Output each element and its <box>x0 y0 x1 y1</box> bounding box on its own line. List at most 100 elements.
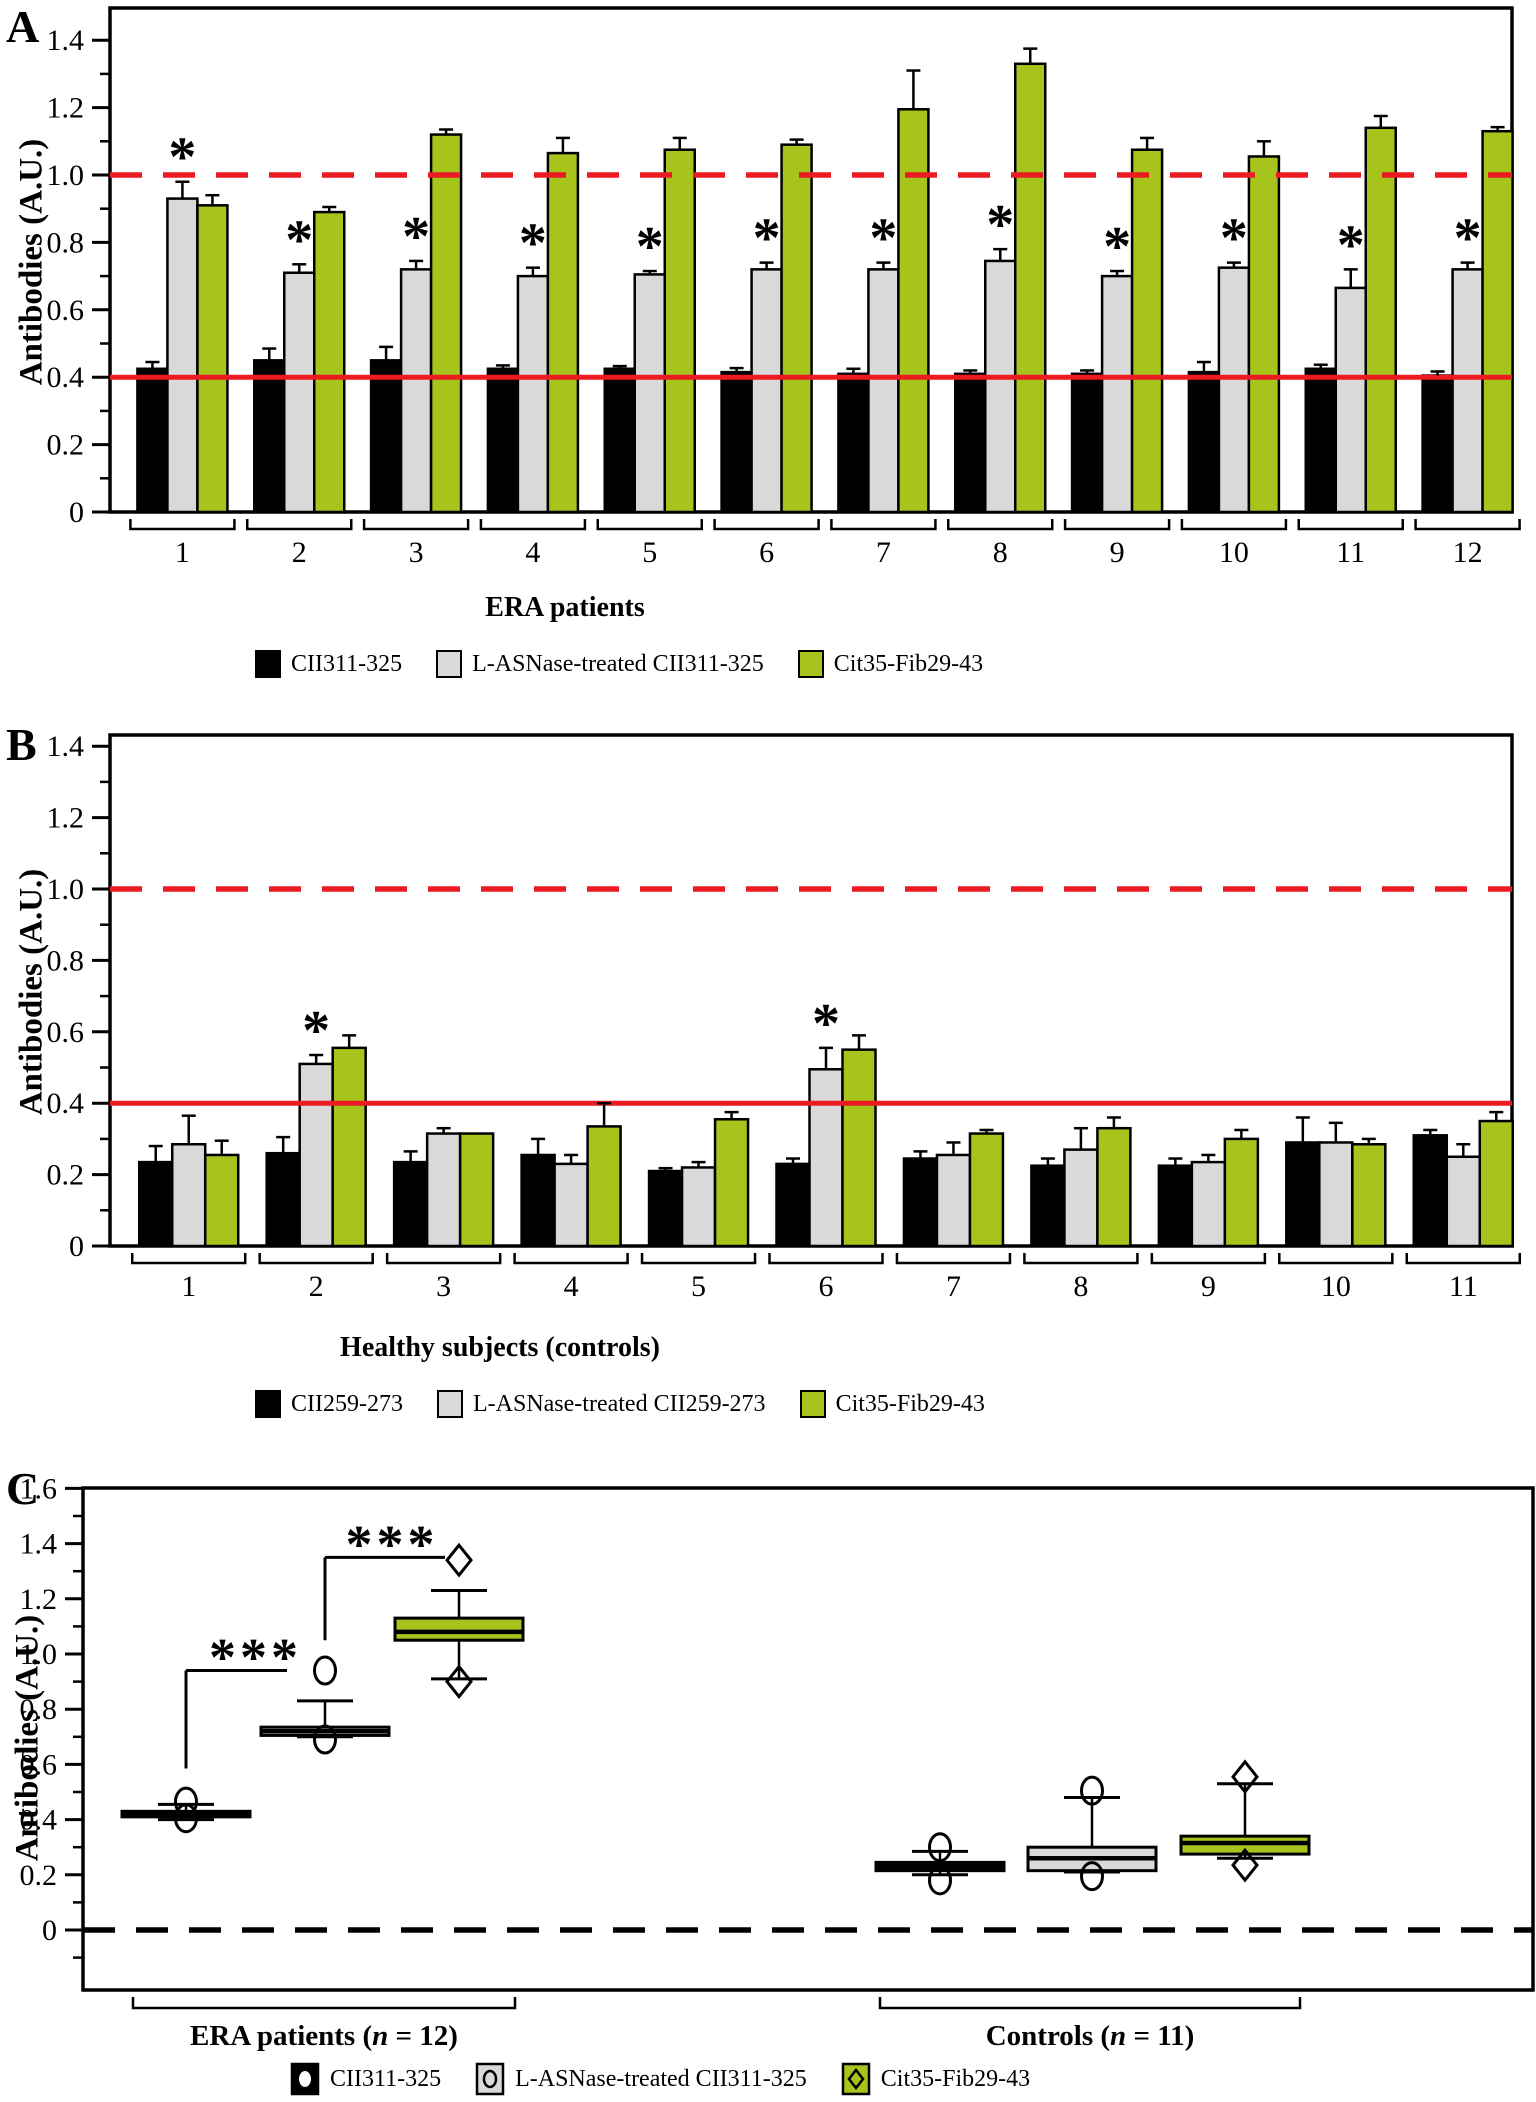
svg-text:0: 0 <box>69 496 84 529</box>
svg-text:6: 6 <box>819 1270 834 1303</box>
legend-item: L-ASNase-treated CII259-273 <box>436 1390 766 1418</box>
svg-text:*: * <box>636 216 664 278</box>
legend-label: CII311-325 <box>291 650 403 677</box>
svg-text:9: 9 <box>1201 1270 1216 1303</box>
svg-text:1.6: 1.6 <box>20 1472 58 1505</box>
svg-text:***: *** <box>346 1514 439 1574</box>
svg-text:0.2: 0.2 <box>47 429 85 462</box>
svg-text:*: * <box>812 993 840 1055</box>
svg-text:1.2: 1.2 <box>47 92 85 125</box>
legend-swatch <box>797 650 824 678</box>
panel-a-legend: CII311-325 L-ASNase-treated CII311-325 Cit… <box>255 650 983 678</box>
svg-text:2: 2 <box>309 1270 324 1303</box>
svg-text:0.8: 0.8 <box>47 226 85 259</box>
svg-text:7: 7 <box>876 536 891 569</box>
svg-text:11: 11 <box>1336 536 1365 569</box>
legend-label: L-ASNase-treated CII311-325 <box>472 650 764 677</box>
svg-text:*: * <box>302 1000 330 1062</box>
svg-text:1: 1 <box>175 536 190 569</box>
panel-c-letter: C <box>6 1463 40 1514</box>
svg-text:1.4: 1.4 <box>47 730 85 763</box>
svg-text:0.6: 0.6 <box>20 1748 58 1781</box>
svg-text:1.0: 1.0 <box>47 873 85 906</box>
svg-text:*: * <box>1337 214 1365 276</box>
svg-text:9: 9 <box>1110 536 1125 569</box>
svg-text:4: 4 <box>564 1270 579 1303</box>
panel-c-y-axis-title: Antibodies (A.U.) <box>9 1614 46 1862</box>
svg-text:0.6: 0.6 <box>47 294 85 327</box>
svg-text:1.2: 1.2 <box>20 1583 58 1616</box>
svg-text:0.8: 0.8 <box>20 1693 58 1726</box>
legend-label: L-ASNase-treated CII311-325 <box>515 2065 807 2092</box>
svg-text:*: * <box>519 213 547 275</box>
panel-b-letter: B <box>6 719 37 770</box>
svg-text:*: * <box>1103 216 1131 278</box>
svg-text:1.2: 1.2 <box>47 802 85 835</box>
legend-swatch <box>255 650 281 678</box>
legend-item: CII259-273 <box>255 1390 403 1418</box>
panel-b-legend: CII259-273 L-ASNase-treated CII259-273 Cit… <box>255 1390 985 1418</box>
svg-text:12: 12 <box>1453 536 1483 569</box>
svg-text:8: 8 <box>1073 1270 1088 1303</box>
svg-text:1.4: 1.4 <box>20 1528 58 1561</box>
svg-text:*: * <box>753 208 781 270</box>
svg-text:4: 4 <box>525 536 540 569</box>
era-label-pre: ERA patients ( <box>190 2020 373 2052</box>
svg-text:10: 10 <box>1321 1270 1351 1303</box>
legend-item: Cit35-Fib29-43 <box>799 1390 985 1418</box>
legend-item: CII311-325 <box>290 2062 441 2096</box>
legend-label: Cit35-Fib29-43 <box>833 650 984 677</box>
legend-label: Cit35-Fib29-43 <box>835 1390 985 1417</box>
panel-c-group-label-controls: Controls (n = 11) <box>986 2020 1195 2053</box>
legend-swatch-circle-white <box>290 2062 320 2096</box>
svg-text:*: * <box>168 127 196 189</box>
svg-text:*: * <box>402 206 430 268</box>
svg-text:0: 0 <box>69 1230 84 1263</box>
svg-text:3: 3 <box>436 1270 451 1303</box>
svg-text:1: 1 <box>181 1270 196 1303</box>
panel-b-y-axis-title: Antibodies (A.U.) <box>13 868 50 1116</box>
panel-b-x-axis-title: Healthy subjects (controls) <box>340 1332 660 1363</box>
svg-text:0.4: 0.4 <box>20 1804 58 1837</box>
svg-text:5: 5 <box>691 1270 706 1303</box>
panel-c-group-label-era: ERA patients (n = 12) <box>190 2020 458 2053</box>
svg-text:*: * <box>869 208 897 270</box>
era-label-n: n <box>372 2020 389 2052</box>
legend-label: L-ASNase-treated CII259-273 <box>472 1390 766 1417</box>
svg-text:*: * <box>1220 208 1248 270</box>
panel-a-letter: A <box>6 1 40 52</box>
legend-item: Cit35-Fib29-43 <box>841 2062 1030 2096</box>
svg-text:*: * <box>285 209 313 271</box>
era-label-post: = 12) <box>388 2020 458 2052</box>
svg-text:5: 5 <box>642 536 657 569</box>
svg-text:0.2: 0.2 <box>47 1159 85 1192</box>
svg-text:3: 3 <box>409 536 424 569</box>
legend-swatch <box>799 1390 826 1418</box>
svg-text:0.2: 0.2 <box>20 1859 58 1892</box>
svg-text:1.4: 1.4 <box>47 24 85 57</box>
panel-a-y-axis-title: Antibodies (A.U.) <box>13 138 50 386</box>
legend-swatch-circle <box>475 2062 505 2096</box>
legend-swatch <box>436 650 463 678</box>
legend-item: CII311-325 <box>255 650 402 678</box>
svg-text:0.4: 0.4 <box>47 361 85 394</box>
svg-text:2: 2 <box>292 536 307 569</box>
svg-text:6: 6 <box>759 536 774 569</box>
controls-label-pre: Controls ( <box>985 2020 1111 2052</box>
controls-label-n: n <box>1110 2020 1127 2052</box>
svg-text:1.0: 1.0 <box>47 159 85 192</box>
legend-label: CII311-325 <box>330 2065 442 2092</box>
legend-item: L-ASNase-treated CII311-325 <box>475 2062 807 2096</box>
svg-text:0.4: 0.4 <box>47 1087 85 1120</box>
svg-text:7: 7 <box>946 1270 961 1303</box>
legend-item: Cit35-Fib29-43 <box>797 650 984 678</box>
legend-swatch <box>436 1390 463 1418</box>
svg-text:1.0: 1.0 <box>20 1638 58 1671</box>
legend-swatch-diamond <box>841 2062 871 2096</box>
svg-text:8: 8 <box>993 536 1008 569</box>
svg-text:*: * <box>986 194 1014 256</box>
panel-c-legend: CII311-325 L-ASNase-treated CII311-325 Cit… <box>290 2062 1030 2096</box>
legend-item: L-ASNase-treated CII311-325 <box>436 650 764 678</box>
